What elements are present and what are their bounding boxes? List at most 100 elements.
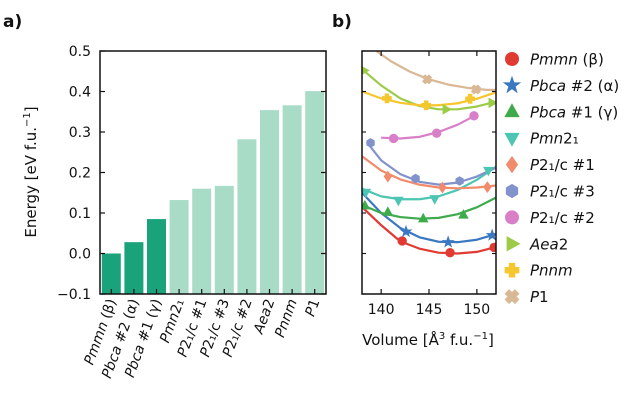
legend-entry: Pmn2₁ [504,130,579,148]
panel-a-label: a) [3,12,22,32]
legend-label: Pmmn (β) [530,51,604,69]
panel-b-label: b) [332,12,352,32]
bar [169,200,189,294]
data-point [362,66,370,75]
data-point [422,74,433,85]
bar [101,253,121,294]
legend-label: P2₁/c #2 [530,209,595,227]
legend-label: Pnnm [530,262,573,280]
panel-b-x-axis-label: Volume [Å3 f.u.−1] [362,330,494,349]
bar [192,188,212,294]
panel-a-bar-chart: −0.1 0.0 0.1 0.2 0.3 0.4 0.5 Pmmn (β)Pbca #2 (… [22,44,327,381]
legend-label: P2₁/c #1 [530,156,595,174]
bars-group [101,91,325,295]
bar [237,139,257,294]
data-point [465,93,476,104]
legend-label: Pbca #1 (γ) [530,103,618,121]
legend: Pmmn (β) Pbca #2 (α) Pbca #1 (γ) Pmn2₁ P2₁/c… [502,51,619,306]
y-ticks: −0.1 0.0 0.1 0.2 0.3 0.4 0.5 [57,44,326,303]
legend-entry: Aea2 [506,235,568,253]
data-point [469,111,479,121]
data-point [431,128,442,138]
legend-marker [504,132,520,147]
legend-entry: P2₁/c #3 [505,183,595,201]
panel-a-y-axis-label: Energy [eV f.u.−1] [22,106,40,237]
data-point [483,166,494,177]
data-point [489,242,496,253]
legend-label: P2₁/c #3 [530,183,595,201]
data-point [421,100,432,111]
x-ticks: Pmmn (β)Pbca #2 (α)Pbca #1 (γ)Pmn2₁P2₁/c… [81,289,323,381]
legend-marker [504,289,520,305]
data-point [442,104,453,115]
series-curve [375,51,496,91]
legend-marker [505,183,519,199]
legend-marker [504,103,520,118]
series-curve [365,141,496,186]
x-tick-label: 140 [368,302,395,318]
x-tick-label: 145 [416,302,443,318]
legend-entry: Pbca #2 (α) [502,75,619,95]
bar [124,242,144,294]
x-ticks: 140 145 150 [362,50,496,318]
legend-marker [505,155,519,174]
legend-entry: Pbca #1 (γ) [504,103,618,121]
data-point [418,212,429,223]
y-tick-label: 0.4 [69,85,91,101]
data-point [441,235,455,248]
data-point [483,181,492,193]
bar [260,110,279,294]
data-point [366,138,375,148]
data-point [411,173,420,184]
legend-marker [505,52,519,66]
data-point [397,236,407,246]
bar [214,185,234,294]
bar [282,105,302,295]
data-point [388,133,399,144]
legend-label: Pbca #2 (α) [530,77,619,95]
data-point [381,93,392,104]
panel-b-line-chart: 140 145 150 Volume [Å3 f.u.−1] Pmmn (β) Pbc… [361,50,619,349]
legend-label: Pmn2₁ [530,130,579,148]
legend-entry: Pmmn (β) [505,51,604,69]
bar [305,91,325,294]
legend-entry: P2₁/c #1 [505,155,595,174]
data-point [455,176,464,186]
legend-entry: P2₁/c #2 [505,209,595,227]
points-group [362,66,496,258]
x-tick-label: P1 [302,297,323,319]
legend-label: P1 [530,288,549,306]
y-tick-label: −0.1 [57,287,91,303]
data-point [382,206,394,216]
series-curve [362,68,496,111]
data-point [438,181,447,194]
legend-marker [505,210,519,225]
legend-entry: Pnnm [504,262,573,280]
data-point [488,97,496,109]
data-point [362,188,372,199]
series-curve [362,196,496,220]
legend-marker [506,236,521,252]
data-point [445,247,455,258]
y-tick-label: 0.2 [69,166,91,182]
y-tick-label: 0.3 [69,125,91,141]
y-tick-label: 0.0 [69,247,91,263]
data-point [383,170,393,183]
legend-entry: P1 [504,288,549,306]
legend-label: Aea2 [529,235,568,253]
y-tick-label: 0.1 [69,206,91,222]
data-point [429,195,440,205]
data-point [470,84,481,95]
x-tick-label: 150 [463,302,490,318]
legend-marker [502,75,522,94]
data-point [399,224,413,238]
legend-marker [504,262,520,278]
series-curve [362,165,496,201]
y-tick-label: 0.5 [69,44,91,60]
series-curve [362,155,496,190]
series-curve [362,206,496,255]
bar [147,219,166,294]
data-point [393,196,404,207]
data-point [458,209,469,219]
